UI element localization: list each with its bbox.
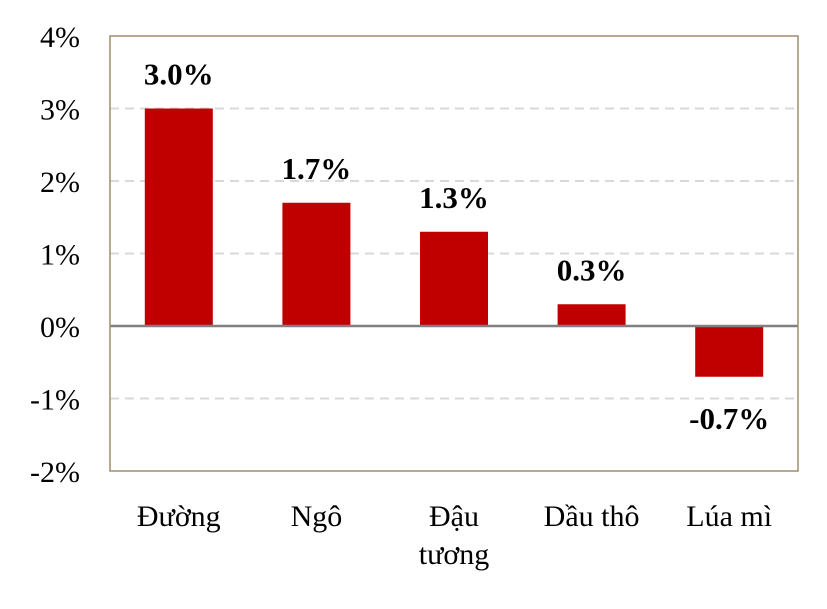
- y-tick-label: 4%: [40, 21, 80, 54]
- y-tick-label: 2%: [40, 166, 80, 199]
- data-labels: 3.0% 1.7% 1.3% 0.3% -0.7%: [144, 57, 769, 436]
- bars: [144, 108, 764, 377]
- plot-frame: [109, 35, 799, 472]
- y-tick-label: 1%: [40, 239, 80, 272]
- data-label: -0.7%: [689, 401, 769, 436]
- bar: [557, 304, 626, 326]
- y-axis-tick-labels: 4% 3% 2% 1% 0% -1% -2%: [30, 21, 80, 489]
- y-tick-label: 0%: [40, 311, 80, 344]
- y-tick-label: 3%: [40, 94, 80, 127]
- x-category-label: Lúa mì: [686, 500, 772, 533]
- x-axis-category-labels: Đường Ngô Đậu tương Dầu thô Lúa mì: [137, 500, 772, 571]
- bar: [282, 202, 351, 326]
- y-tick-label: -2%: [30, 456, 80, 489]
- data-label: 3.0%: [144, 57, 214, 92]
- data-label: 1.3%: [419, 180, 489, 215]
- x-category-label: Đường: [137, 500, 221, 533]
- data-label: 0.3%: [557, 252, 627, 287]
- bar: [695, 326, 764, 377]
- y-tick-label: -1%: [30, 384, 80, 417]
- bar: [420, 231, 488, 326]
- x-category-label: Ngô: [291, 500, 343, 533]
- data-label: 1.7%: [282, 151, 352, 186]
- x-category-label: Đậu tương: [419, 500, 489, 571]
- x-category-label: Dầu thô: [544, 500, 640, 533]
- gridlines: [110, 107, 798, 400]
- bar: [144, 108, 213, 326]
